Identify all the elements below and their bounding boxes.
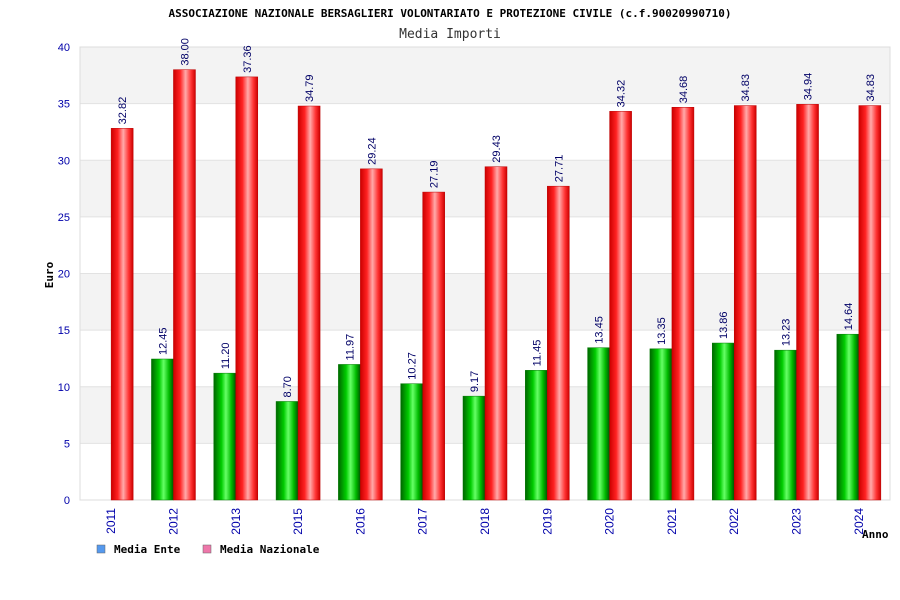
y-tick-label: 30 bbox=[58, 155, 70, 167]
data-label: 13.35 bbox=[656, 317, 668, 345]
legend-label: Media Nazionale bbox=[220, 543, 320, 556]
bar-media-nazionale-2012 bbox=[173, 69, 196, 501]
y-tick-label: 25 bbox=[58, 212, 70, 224]
data-label: 34.68 bbox=[678, 76, 690, 104]
y-tick-label: 40 bbox=[58, 42, 70, 54]
legend-label: Media Ente bbox=[114, 543, 181, 556]
bar-media-nazionale-2024 bbox=[858, 105, 882, 501]
data-label: 29.24 bbox=[366, 137, 378, 165]
grid-band bbox=[80, 47, 890, 104]
y-tick-label: 20 bbox=[58, 269, 70, 281]
bar-media-ente-2020 bbox=[587, 347, 610, 501]
bar-media-nazionale-2020 bbox=[609, 111, 632, 501]
data-label: 13.86 bbox=[718, 312, 730, 340]
data-label: 11.45 bbox=[531, 340, 543, 367]
legend: Media Ente Media Nazionale bbox=[96, 543, 320, 556]
bar-media-nazionale-2019 bbox=[547, 185, 570, 501]
data-label: 27.19 bbox=[429, 161, 441, 189]
bar-media-ente-2022 bbox=[711, 342, 735, 501]
data-label: 34.83 bbox=[740, 74, 752, 102]
y-axis-ticks: 0 5 10 15 20 25 30 35 40 bbox=[58, 42, 70, 507]
bar-media-ente-2016 bbox=[338, 364, 361, 501]
bar-media-ente-2015 bbox=[275, 401, 299, 501]
x-tick-label: 2015 bbox=[291, 508, 305, 535]
bar-media-nazionale-2013 bbox=[235, 76, 259, 501]
bar-media-ente-2012 bbox=[151, 358, 174, 501]
x-tick-label: 2022 bbox=[727, 508, 741, 535]
x-tick-label: 2021 bbox=[665, 508, 679, 535]
data-label: 11.20 bbox=[220, 342, 232, 369]
x-axis-label: Anno bbox=[862, 528, 889, 541]
chart-title: ASSOCIAZIONE NAZIONALE BERSAGLIERI VOLON… bbox=[169, 7, 732, 20]
x-tick-label: 2018 bbox=[478, 508, 492, 535]
bar-media-nazionale-2018 bbox=[484, 166, 508, 501]
bar-media-nazionale-2022 bbox=[733, 105, 757, 501]
data-label: 13.23 bbox=[781, 319, 793, 347]
x-tick-label: 2016 bbox=[353, 508, 367, 535]
legend-swatch bbox=[202, 544, 212, 554]
bar-media-ente-2017 bbox=[400, 383, 423, 501]
bar-media-ente-2019 bbox=[525, 370, 548, 501]
x-tick-label: 2013 bbox=[229, 508, 243, 535]
bar-media-ente-2021 bbox=[649, 348, 673, 501]
y-tick-label: 10 bbox=[58, 382, 70, 394]
y-tick-label: 35 bbox=[58, 99, 70, 111]
bar-media-nazionale-2017 bbox=[422, 191, 445, 501]
bar-media-ente-2018 bbox=[462, 395, 486, 501]
bar-media-ente-2024 bbox=[836, 333, 860, 501]
x-tick-label: 2012 bbox=[166, 508, 180, 535]
y-tick-label: 15 bbox=[58, 325, 70, 337]
data-label: 29.43 bbox=[491, 135, 503, 163]
x-tick-label: 2017 bbox=[416, 508, 430, 535]
y-tick-label: 0 bbox=[64, 495, 70, 507]
y-axis-label: Euro bbox=[43, 261, 56, 288]
y-tick-label: 5 bbox=[64, 438, 70, 450]
data-label: 34.32 bbox=[616, 80, 628, 108]
data-label: 10.27 bbox=[407, 352, 419, 380]
data-label: 11.97 bbox=[344, 334, 356, 361]
data-label: 9.17 bbox=[469, 371, 481, 392]
bar-media-nazionale-2023 bbox=[796, 104, 819, 501]
data-label: 14.64 bbox=[843, 303, 855, 331]
data-label: 32.82 bbox=[117, 97, 129, 125]
data-labels: 32.82 12.45 38.00 11.20 37.36 8.70 34.79 11.97 2… bbox=[117, 38, 877, 397]
data-label: 8.70 bbox=[282, 376, 294, 397]
data-label: 34.79 bbox=[304, 74, 316, 102]
data-label: 38.00 bbox=[179, 38, 191, 66]
data-label: 12.45 bbox=[157, 327, 169, 355]
bar-media-ente-2023 bbox=[774, 349, 797, 501]
bar-media-nazionale-2016 bbox=[360, 168, 383, 501]
bar-media-nazionale-2021 bbox=[671, 106, 695, 501]
bar-media-nazionale-2015 bbox=[297, 105, 321, 501]
data-label: 27.71 bbox=[553, 155, 565, 183]
data-label: 13.45 bbox=[594, 316, 606, 344]
x-tick-label: 2024 bbox=[852, 508, 866, 535]
bar-media-ente-2013 bbox=[213, 372, 237, 501]
legend-swatch bbox=[96, 544, 106, 554]
data-label: 34.83 bbox=[865, 74, 877, 102]
bar-media-nazionale-2011 bbox=[110, 128, 134, 501]
x-tick-label: 2023 bbox=[790, 508, 804, 535]
bars bbox=[110, 69, 882, 501]
x-tick-label: 2011 bbox=[104, 508, 118, 534]
chart-subtitle: Media Importi bbox=[399, 27, 501, 42]
data-label: 34.94 bbox=[803, 73, 815, 101]
x-tick-label: 2019 bbox=[540, 508, 554, 535]
data-label: 37.36 bbox=[242, 45, 254, 73]
x-axis-ticks: 2011 2012 2013 2015 2016 2017 2018 2019 2020 2021… bbox=[104, 508, 866, 535]
x-tick-label: 2020 bbox=[603, 508, 617, 535]
